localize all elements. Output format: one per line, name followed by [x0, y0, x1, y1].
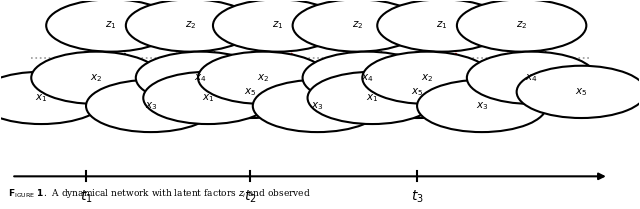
Circle shape — [143, 72, 273, 124]
Circle shape — [417, 80, 547, 132]
Circle shape — [86, 80, 216, 132]
Text: $z_{2}$: $z_{2}$ — [351, 20, 363, 31]
Text: $z_{2}$: $z_{2}$ — [516, 20, 527, 31]
Circle shape — [46, 0, 175, 52]
Text: $z_{1}$: $z_{1}$ — [105, 20, 116, 31]
Circle shape — [126, 0, 255, 52]
Text: $\mathbf{F}_{\mathrm{IGURE}}$ $\mathbf{1}$.  A dynamical network with latent fac: $\mathbf{F}_{\mathrm{IGURE}}$ $\mathbf{1… — [8, 187, 310, 200]
Text: $z_{1}$: $z_{1}$ — [436, 20, 448, 31]
Text: $x_{3}$: $x_{3}$ — [476, 100, 488, 112]
Text: $x_{3}$: $x_{3}$ — [311, 100, 324, 112]
Text: $x_{1}$: $x_{1}$ — [366, 92, 378, 104]
Text: $x_{2}$: $x_{2}$ — [421, 72, 433, 84]
Circle shape — [186, 66, 315, 118]
Text: $x_{2}$: $x_{2}$ — [257, 72, 269, 84]
Circle shape — [308, 72, 437, 124]
Text: $x_{3}$: $x_{3}$ — [145, 100, 157, 112]
Text: $x_{1}$: $x_{1}$ — [35, 92, 47, 104]
Text: $x_{5}$: $x_{5}$ — [244, 86, 257, 98]
Text: $x_{4}$: $x_{4}$ — [525, 72, 538, 84]
Text: $x_{1}$: $x_{1}$ — [202, 92, 214, 104]
Circle shape — [362, 52, 492, 104]
Text: $x_{4}$: $x_{4}$ — [194, 72, 207, 84]
Circle shape — [0, 72, 106, 124]
Text: $t_3$: $t_3$ — [411, 188, 424, 205]
Circle shape — [31, 52, 161, 104]
Circle shape — [467, 52, 596, 104]
Circle shape — [303, 52, 432, 104]
Text: $x_{5}$: $x_{5}$ — [411, 86, 423, 98]
Circle shape — [136, 52, 265, 104]
Circle shape — [198, 52, 328, 104]
Circle shape — [213, 0, 342, 52]
Circle shape — [253, 80, 382, 132]
Text: $t_2$: $t_2$ — [244, 188, 257, 205]
Text: $x_{5}$: $x_{5}$ — [575, 86, 588, 98]
Circle shape — [377, 0, 507, 52]
Circle shape — [516, 66, 640, 118]
Circle shape — [292, 0, 422, 52]
Text: $z_{2}$: $z_{2}$ — [185, 20, 196, 31]
Circle shape — [457, 0, 586, 52]
Text: $x_{2}$: $x_{2}$ — [90, 72, 102, 84]
Text: $z_{1}$: $z_{1}$ — [272, 20, 284, 31]
Text: $t_1$: $t_1$ — [79, 188, 92, 205]
Text: $x_{4}$: $x_{4}$ — [361, 72, 374, 84]
Circle shape — [353, 66, 482, 118]
